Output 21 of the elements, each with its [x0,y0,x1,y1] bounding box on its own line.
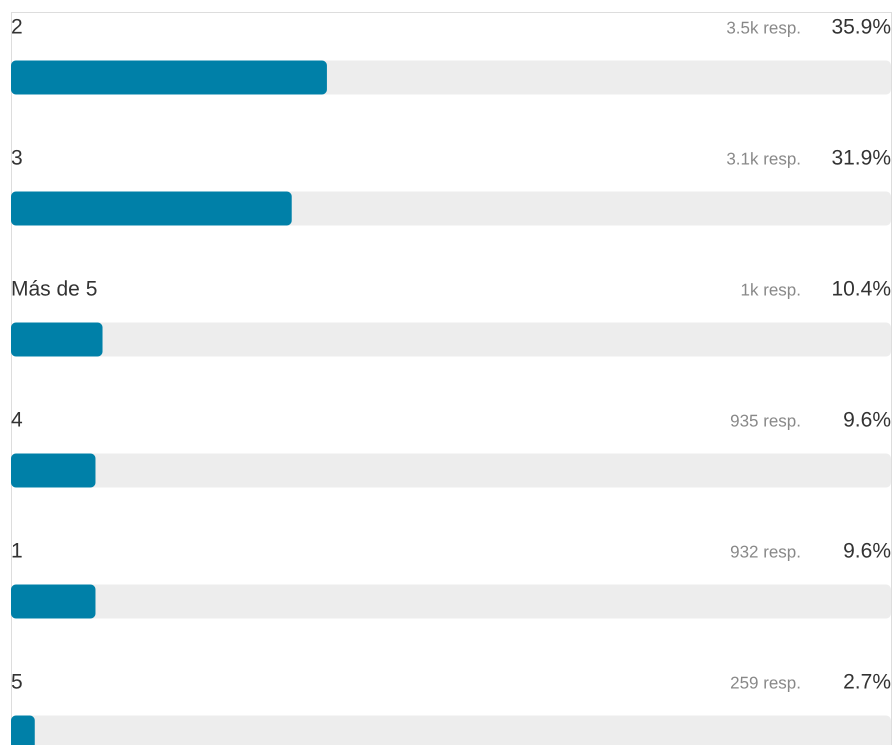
annotation: 935 resp. [730,412,801,430]
y-tick-label: 5 [11,670,23,694]
data-label: 35.9% [831,16,891,38]
annotation: 3.1k resp. [726,150,801,168]
data-label: 31.9% [831,146,891,170]
data-label: 9.6% [843,408,891,432]
annotation: 932 resp. [730,542,801,562]
annotation: 3.5k resp. [726,18,801,38]
annotation: 1k resp. [740,280,801,300]
y-tick-label: 4 [11,408,23,432]
data-label: 2.7% [843,670,891,694]
y-tick-label: 1 [11,540,23,562]
data-label: 9.6% [843,540,891,562]
bar [11,454,96,488]
y-tick-label: 2 [11,16,23,38]
y-tick-label: Más de 5 [11,278,98,300]
data-label: 10.4% [831,278,891,300]
y-tick-label: 3 [11,146,23,170]
annotation: 259 resp. [730,674,801,692]
bar [11,322,103,356]
bar [11,584,96,618]
